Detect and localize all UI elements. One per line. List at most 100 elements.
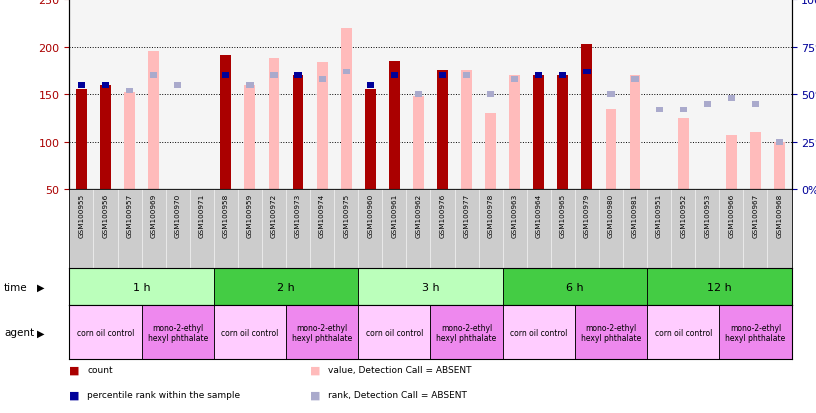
Bar	[511, 77, 518, 83]
Text: mono-2-ethyl
hexyl phthalate: mono-2-ethyl hexyl phthalate	[148, 323, 208, 342]
Bar	[413, 97, 424, 190]
Bar	[318, 77, 326, 83]
Text: time: time	[4, 282, 28, 292]
Text: GSM100952: GSM100952	[681, 193, 686, 237]
Bar	[557, 76, 568, 190]
Text: corn oil control: corn oil control	[77, 328, 134, 337]
Bar	[100, 85, 111, 190]
Bar	[174, 83, 181, 88]
Bar	[647, 268, 792, 306]
Text: 2 h: 2 h	[277, 282, 295, 292]
Text: GSM100958: GSM100958	[223, 193, 228, 237]
Text: ▶: ▶	[37, 282, 44, 292]
Text: GSM100979: GSM100979	[584, 193, 590, 237]
Text: GSM100962: GSM100962	[415, 193, 421, 237]
Text: GSM100971: GSM100971	[199, 193, 205, 237]
Bar	[124, 93, 135, 190]
Text: GSM100953: GSM100953	[704, 193, 710, 237]
Text: ▶: ▶	[37, 328, 44, 337]
Bar	[647, 306, 720, 359]
Text: GSM100957: GSM100957	[126, 193, 132, 237]
Text: GSM100963: GSM100963	[512, 193, 517, 237]
Text: 12 h: 12 h	[707, 282, 732, 292]
Text: mono-2-ethyl
hexyl phthalate: mono-2-ethyl hexyl phthalate	[437, 323, 497, 342]
Bar	[574, 306, 647, 359]
Text: ■: ■	[69, 389, 80, 399]
Bar	[720, 306, 792, 359]
Bar	[295, 73, 302, 79]
Bar	[726, 136, 737, 190]
Bar	[437, 71, 448, 190]
Text: GSM100969: GSM100969	[151, 193, 157, 237]
Bar	[343, 69, 350, 75]
Bar	[286, 306, 358, 359]
Bar	[728, 96, 735, 102]
Bar	[680, 107, 687, 113]
Text: percentile rank within the sample: percentile rank within the sample	[87, 390, 241, 399]
Bar	[439, 73, 446, 79]
Bar	[605, 109, 616, 190]
Text: corn oil control: corn oil control	[654, 328, 712, 337]
Text: corn oil control: corn oil control	[510, 328, 567, 337]
Text: ■: ■	[310, 365, 321, 375]
Text: agent: agent	[4, 328, 34, 337]
Text: GSM100973: GSM100973	[295, 193, 301, 237]
Bar	[293, 76, 304, 190]
Bar	[487, 92, 494, 98]
Bar	[463, 73, 470, 79]
Text: mono-2-ethyl
hexyl phthalate: mono-2-ethyl hexyl phthalate	[292, 323, 353, 342]
Text: GSM100961: GSM100961	[392, 193, 397, 237]
Text: GSM100980: GSM100980	[608, 193, 614, 237]
Text: GSM100970: GSM100970	[175, 193, 180, 237]
Text: mono-2-ethyl
hexyl phthalate: mono-2-ethyl hexyl phthalate	[581, 323, 641, 342]
Bar	[703, 102, 711, 107]
Text: rank, Detection Call = ABSENT: rank, Detection Call = ABSENT	[328, 390, 467, 399]
Text: value, Detection Call = ABSENT: value, Detection Call = ABSENT	[328, 366, 472, 375]
Bar	[69, 268, 214, 306]
Bar	[149, 52, 159, 190]
Text: GSM100951: GSM100951	[656, 193, 662, 237]
Text: ■: ■	[69, 365, 80, 375]
Bar	[341, 28, 352, 190]
Bar	[358, 268, 503, 306]
Bar	[535, 73, 543, 79]
Bar	[142, 306, 214, 359]
Bar	[630, 76, 641, 190]
Text: GSM100959: GSM100959	[247, 193, 253, 237]
Text: 6 h: 6 h	[566, 282, 583, 292]
Bar	[415, 92, 422, 98]
Bar	[220, 56, 231, 190]
Bar	[582, 45, 592, 190]
Bar	[69, 306, 142, 359]
Text: GSM100964: GSM100964	[536, 193, 542, 237]
Text: GSM100968: GSM100968	[777, 193, 783, 237]
Text: GSM100966: GSM100966	[729, 193, 734, 237]
Text: GSM100981: GSM100981	[632, 193, 638, 237]
Text: 3 h: 3 h	[422, 282, 439, 292]
Bar	[583, 69, 591, 75]
Bar	[559, 73, 566, 79]
Bar	[503, 268, 647, 306]
Bar	[270, 73, 277, 79]
Text: GSM100960: GSM100960	[367, 193, 373, 237]
Text: count: count	[87, 366, 113, 375]
Bar	[461, 71, 472, 190]
Bar	[750, 133, 761, 190]
Bar	[391, 73, 398, 79]
Text: GSM100978: GSM100978	[488, 193, 494, 237]
Bar	[431, 306, 503, 359]
Bar	[776, 140, 783, 145]
Bar	[607, 92, 614, 98]
Text: corn oil control: corn oil control	[366, 328, 423, 337]
Bar	[358, 306, 431, 359]
Text: GSM100974: GSM100974	[319, 193, 325, 237]
Bar	[214, 306, 286, 359]
Bar	[509, 76, 520, 190]
Text: corn oil control: corn oil control	[221, 328, 278, 337]
Bar	[678, 119, 689, 190]
Bar	[222, 73, 229, 79]
Text: GSM100977: GSM100977	[463, 193, 469, 237]
Bar	[76, 90, 86, 190]
Bar	[366, 83, 374, 88]
Text: GSM100956: GSM100956	[103, 193, 109, 237]
